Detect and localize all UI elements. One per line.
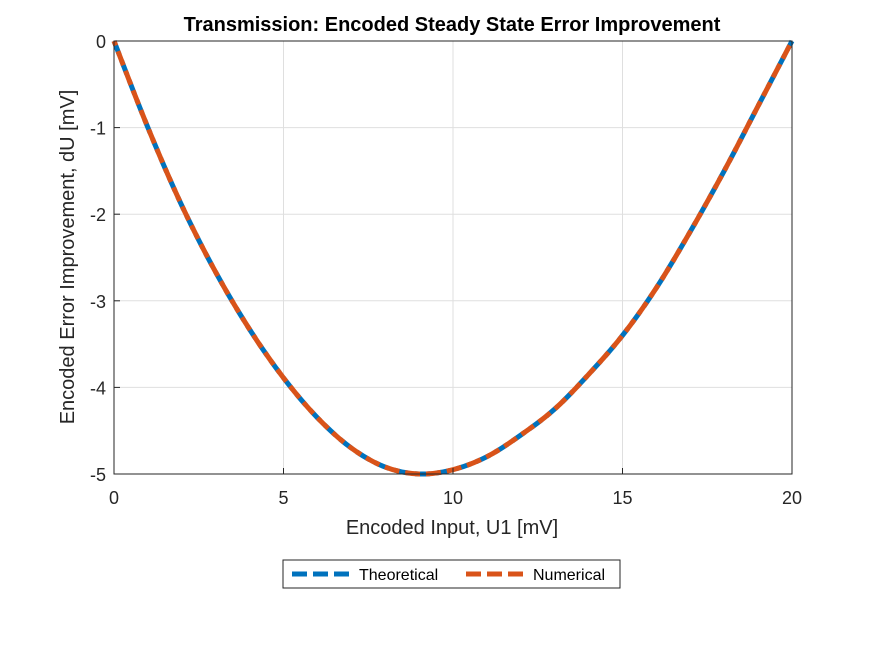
y-tick-label: -3 <box>90 292 106 312</box>
x-tick-label: 0 <box>109 488 119 508</box>
y-tick-label: -5 <box>90 465 106 485</box>
x-tick-label: 20 <box>782 488 802 508</box>
chart-title: Transmission: Encoded Steady State Error… <box>184 14 721 36</box>
grid-lines <box>113 40 793 475</box>
legend-label-numerical: Numerical <box>533 567 605 584</box>
x-tick-label: 10 <box>443 488 463 508</box>
y-axis-label: Encoded Error Improvement, dU [mV] <box>57 90 79 425</box>
x-tick-label: 15 <box>612 488 632 508</box>
x-tick-label: 5 <box>278 488 288 508</box>
y-tick-label: -1 <box>90 119 106 139</box>
y-tick-label: 0 <box>96 32 106 52</box>
ticks: 0 5 10 15 20 0 -1 -2 -3 -4 -5 <box>90 32 802 508</box>
legend: Theoretical Numerical <box>282 559 621 589</box>
y-tick-label: -2 <box>90 205 106 225</box>
y-tick-label: -4 <box>90 378 106 398</box>
x-axis-label: Encoded Input, U1 [mV] <box>346 517 558 539</box>
legend-label-theoretical: Theoretical <box>359 567 438 584</box>
